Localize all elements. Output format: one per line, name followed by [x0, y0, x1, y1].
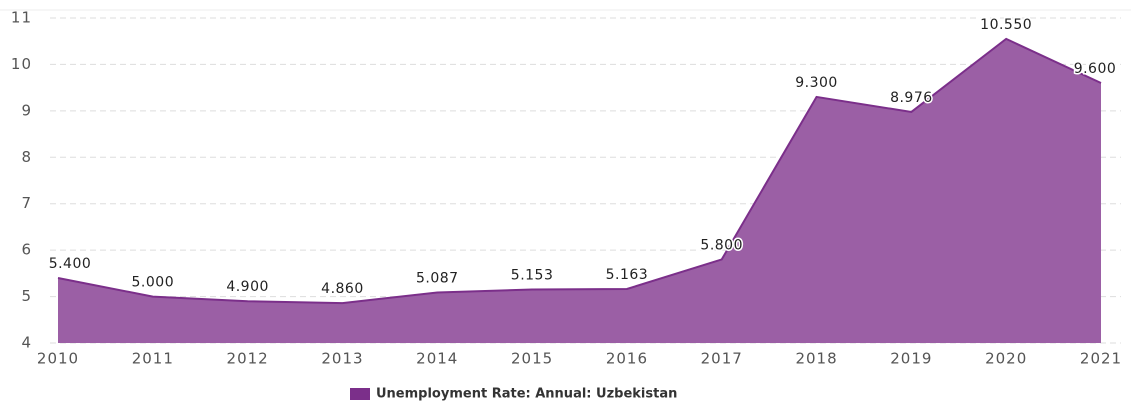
y-tick-label: 6 [21, 241, 32, 259]
x-tick-label: 2015 [511, 350, 553, 368]
y-tick-label: 9 [21, 101, 32, 119]
data-label: 9.300 [795, 75, 838, 91]
x-tick-label: 2013 [321, 350, 363, 368]
data-label: 5.153 [511, 267, 554, 283]
x-tick-label: 2017 [701, 350, 743, 368]
x-tick-label: 2016 [606, 350, 648, 368]
data-label: 5.087 [416, 271, 459, 287]
legend-label: Unemployment Rate: Annual: Uzbekistan [376, 387, 677, 402]
y-tick-label: 8 [21, 148, 32, 166]
y-tick-label: 5 [21, 287, 32, 305]
x-tick-label: 2018 [795, 350, 837, 368]
data-label: 9.600 [1074, 61, 1117, 77]
data-label: 10.550 [980, 17, 1032, 33]
y-tick-label: 10 [11, 55, 32, 73]
line [57, 37, 1102, 305]
data-label: 4.900 [226, 279, 269, 295]
data-label: 4.860 [321, 281, 364, 297]
area [58, 38, 1101, 344]
x-tick-label: 2021 [1080, 350, 1122, 368]
x-tick-label: 2011 [132, 350, 174, 368]
x-tick-label: 2019 [890, 350, 932, 368]
y-tick-label: 7 [21, 194, 32, 212]
data-label: 5.800 [700, 237, 743, 253]
y-tick-label: 11 [11, 9, 32, 27]
x-tick-label: 2014 [416, 350, 458, 368]
x-tick-label: 2010 [37, 350, 79, 368]
data-label: 5.400 [49, 256, 92, 272]
data-label: 5.000 [132, 275, 175, 291]
y-tick-label: 4 [21, 334, 32, 352]
x-tick-label: 2012 [227, 350, 269, 368]
legend-swatch [350, 388, 370, 400]
data-label: 8.976 [890, 90, 933, 106]
data-label: 5.163 [606, 267, 649, 283]
x-tick-label: 2020 [985, 350, 1027, 368]
